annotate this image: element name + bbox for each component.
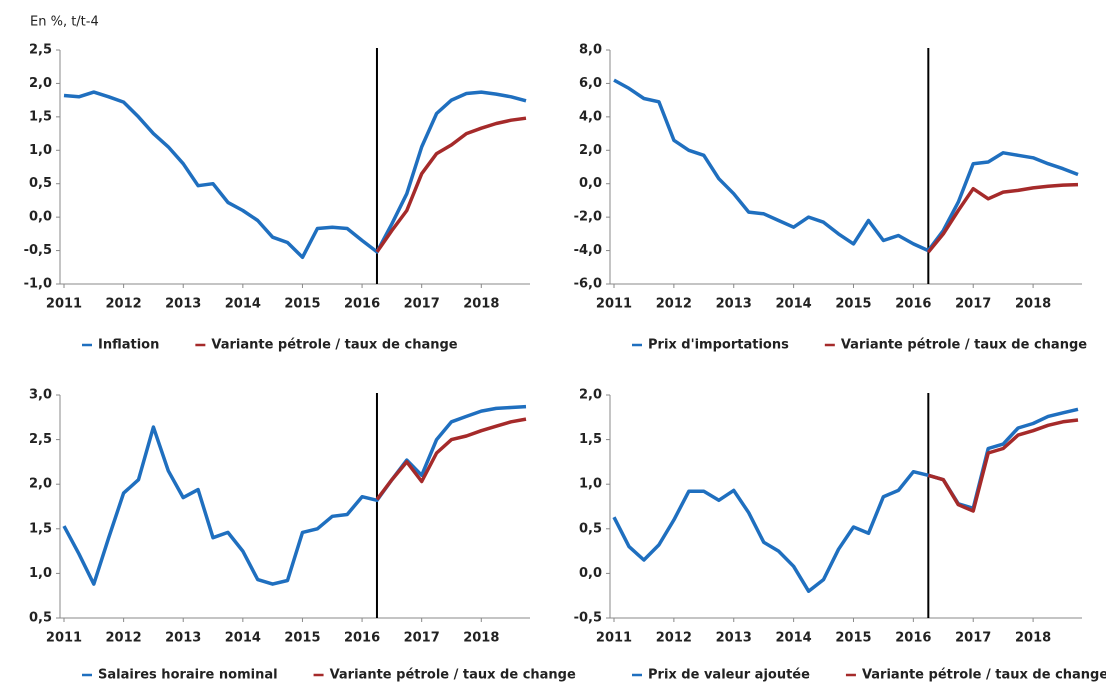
x-tick-label: 2014 xyxy=(776,631,812,646)
x-tick-label: 2012 xyxy=(656,297,692,312)
y-tick-label: -1,0 xyxy=(24,277,52,292)
series-line xyxy=(63,90,527,260)
y-tick-label: 0,5 xyxy=(29,176,52,191)
y-tick-label: 2,0 xyxy=(29,76,52,91)
y-tick-label: 2,0 xyxy=(579,388,602,403)
x-tick-label: 2017 xyxy=(404,631,440,646)
y-tick-label: -2,0 xyxy=(574,210,602,225)
y-tick-label: 6,0 xyxy=(579,76,602,91)
legend-label: Variante pétrole / taux de change xyxy=(841,338,1087,353)
x-tick-label: 2014 xyxy=(225,631,261,646)
x-tick-label: 2018 xyxy=(463,631,499,646)
x-tick-label: 2018 xyxy=(1015,631,1051,646)
y-tick-label: -6,0 xyxy=(574,277,602,292)
x-tick-label: 2017 xyxy=(955,631,991,646)
x-tick-label: 2018 xyxy=(463,297,499,312)
y-tick-label: 0,0 xyxy=(579,176,602,191)
legend-label: Salaires horaire nominal xyxy=(98,668,278,683)
y-tick-label: 2,0 xyxy=(29,477,52,492)
x-tick-label: 2014 xyxy=(225,297,261,312)
legend-label: Variante pétrole / taux de change xyxy=(211,338,457,353)
y-tick-label: 8,0 xyxy=(579,43,602,58)
legend-label: Variante pétrole / taux de change xyxy=(330,668,576,683)
series-line xyxy=(926,182,1079,254)
x-tick-label: 2011 xyxy=(46,297,82,312)
y-tick-label: 2,0 xyxy=(579,143,602,158)
x-tick-label: 2016 xyxy=(895,631,931,646)
x-tick-label: 2015 xyxy=(284,631,320,646)
legend-label: Prix d'importations xyxy=(648,338,789,353)
x-tick-label: 2017 xyxy=(404,297,440,312)
y-tick-label: -0,5 xyxy=(574,611,602,626)
x-tick-label: 2013 xyxy=(165,297,201,312)
y-tick-label: 2,5 xyxy=(29,43,52,58)
x-tick-label: 2018 xyxy=(1015,297,1051,312)
x-tick-label: 2011 xyxy=(596,631,632,646)
x-tick-label: 2017 xyxy=(955,297,991,312)
series-line xyxy=(375,417,527,501)
series-line xyxy=(62,404,527,586)
y-tick-label: 4,0 xyxy=(579,109,602,124)
y-tick-label: -0,5 xyxy=(24,243,52,258)
x-tick-label: 2016 xyxy=(344,297,380,312)
series-line xyxy=(612,407,1079,593)
y-tick-label: -4,0 xyxy=(574,243,602,258)
y-tick-label: 1,0 xyxy=(29,143,52,158)
series-line xyxy=(375,116,527,253)
x-tick-label: 2011 xyxy=(46,631,82,646)
x-tick-label: 2016 xyxy=(895,297,931,312)
y-tick-label: 0,0 xyxy=(29,210,52,225)
x-tick-label: 2012 xyxy=(656,631,692,646)
x-tick-label: 2013 xyxy=(165,631,201,646)
y-tick-label: 0,0 xyxy=(579,566,602,581)
y-tick-label: 1,5 xyxy=(29,521,52,536)
x-tick-label: 2014 xyxy=(776,297,812,312)
x-tick-label: 2016 xyxy=(344,631,380,646)
legend-label: Inflation xyxy=(98,338,159,353)
y-axis-label: En %, t/t-4 xyxy=(30,15,99,30)
x-tick-label: 2013 xyxy=(716,631,752,646)
y-tick-label: 1,0 xyxy=(579,477,602,492)
series-line xyxy=(927,418,1079,513)
x-tick-label: 2015 xyxy=(835,297,871,312)
x-tick-label: 2015 xyxy=(835,631,871,646)
y-tick-label: 1,0 xyxy=(29,566,52,581)
y-tick-label: 3,0 xyxy=(29,388,52,403)
x-tick-label: 2015 xyxy=(284,297,320,312)
x-tick-label: 2012 xyxy=(106,297,142,312)
x-tick-label: 2012 xyxy=(106,631,142,646)
x-tick-label: 2013 xyxy=(716,297,752,312)
y-tick-label: 1,5 xyxy=(579,432,602,447)
y-tick-label: 1,5 xyxy=(29,109,52,124)
legend-label: Prix de valeur ajoutée xyxy=(648,668,810,683)
series-line xyxy=(613,78,1079,253)
x-tick-label: 2011 xyxy=(596,297,632,312)
legend-label: Variante pétrole / taux de change xyxy=(862,668,1106,683)
y-tick-label: 0,5 xyxy=(579,521,602,536)
y-tick-label: 2,5 xyxy=(29,432,52,447)
y-tick-label: 0,5 xyxy=(29,611,52,626)
